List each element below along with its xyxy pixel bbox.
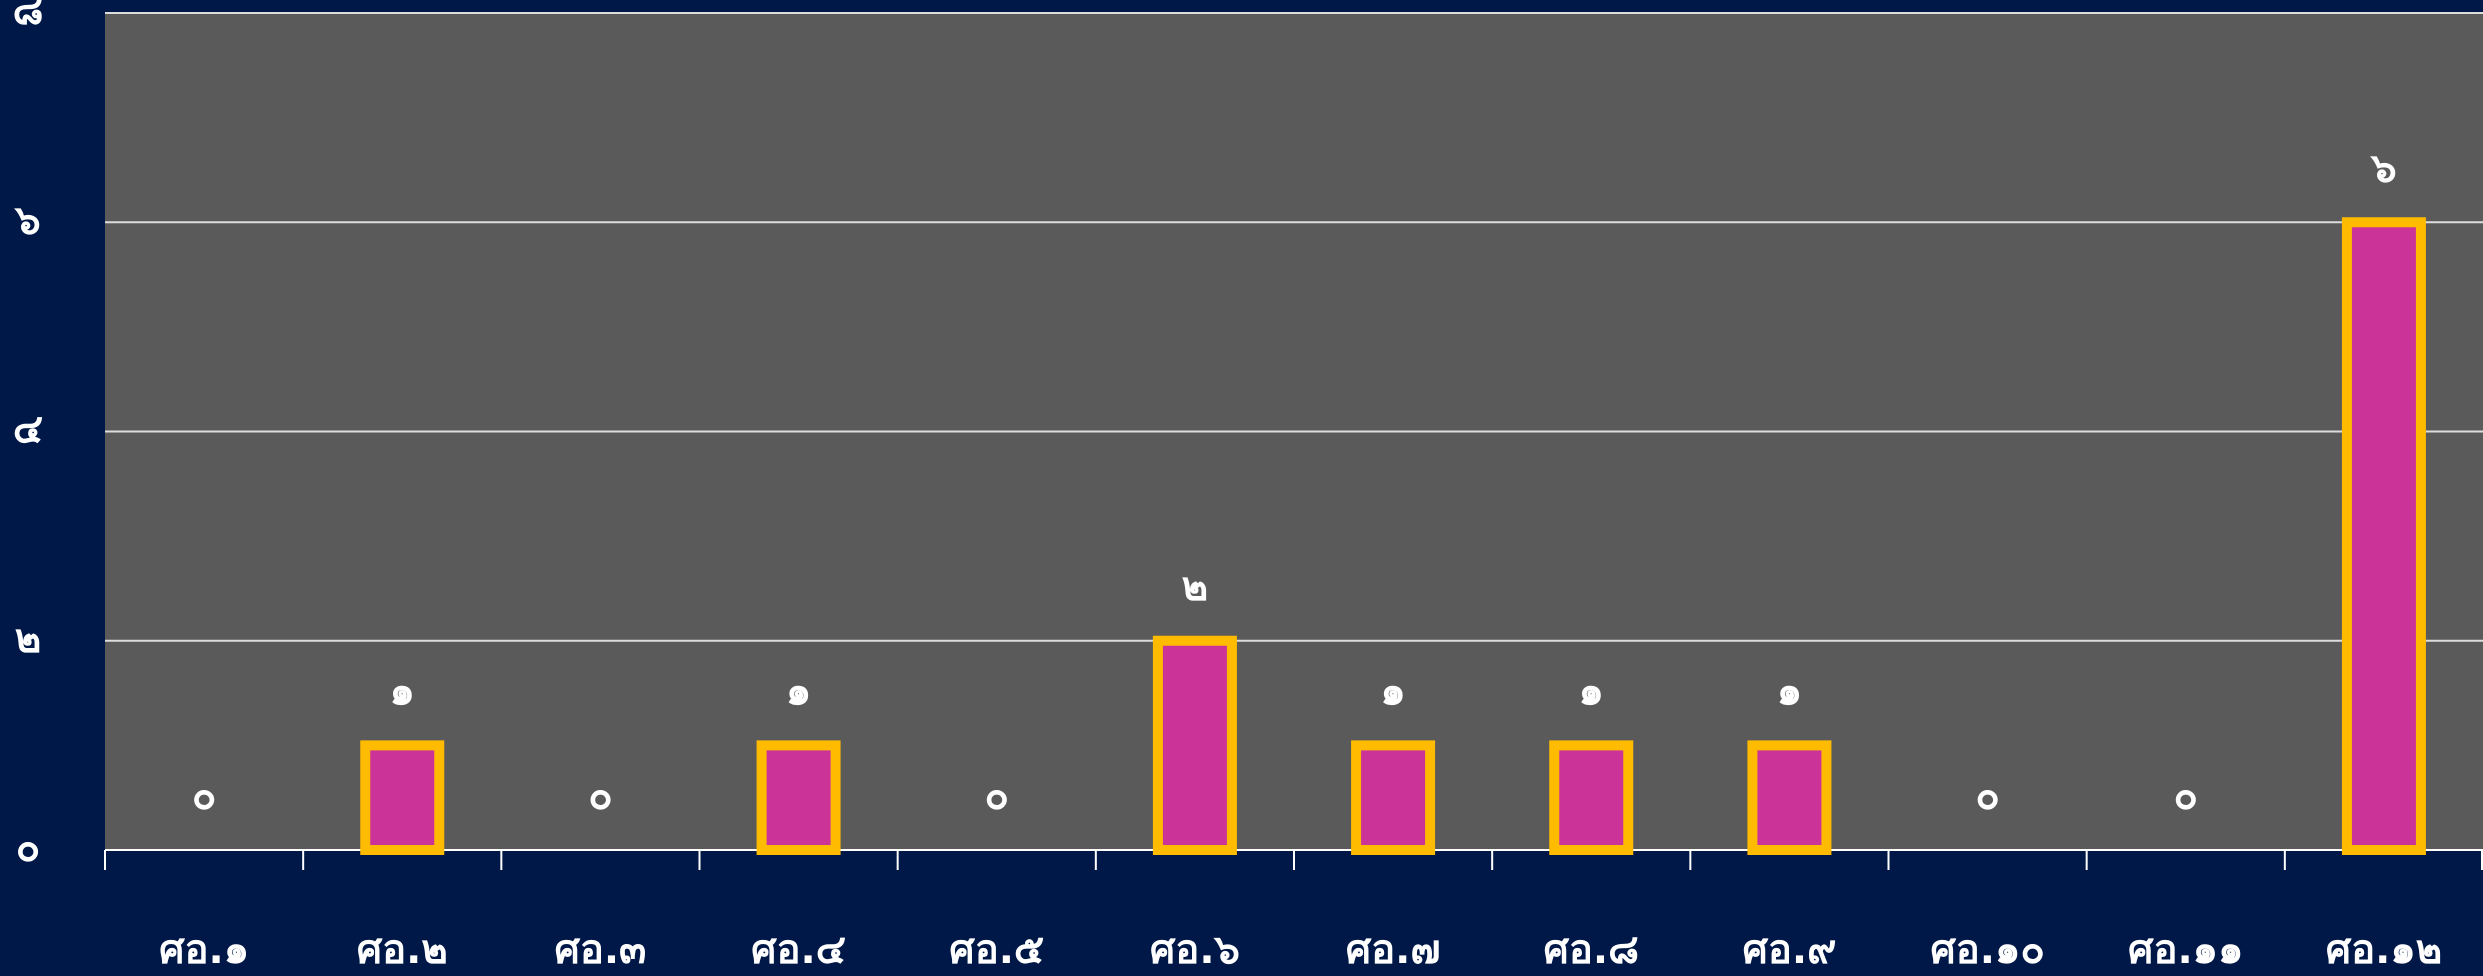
x-tick-label: ศอ.๗ [1346,927,1441,973]
data-label: ๑ [1777,668,1802,714]
x-tick-label: ศอ.๔ [751,927,846,973]
data-label: ๑ [786,668,811,714]
x-tick-label: ศอ.๑๒ [2326,927,2442,973]
bar [1152,635,1237,855]
y-tick-label: ๔ [13,407,43,453]
x-tick-label: ศอ.๕ [949,927,1044,973]
bar [1549,740,1634,855]
y-tick-label: ๐ [16,825,40,871]
data-label: ๒ [1182,564,1208,610]
x-tick-label: ศอ.๒ [357,927,448,973]
bar [1747,740,1832,855]
x-tick-label: ศอ.๑ [159,927,249,973]
x-tick-label: ศอ.๑๐ [1930,927,2044,973]
data-label: ๑ [1579,668,1604,714]
data-label: ๐ [588,773,612,819]
x-tick-label: ศอ.๙ [1742,927,1836,973]
bar [1351,740,1436,855]
data-label: ๐ [1975,773,1999,819]
x-tick-label: ศอ.๑๑ [2128,927,2243,973]
x-tick-label: ศอ.๓ [554,927,646,973]
y-tick-label: ๖ [13,197,40,243]
y-tick-label: ๒ [15,616,41,662]
bar [756,740,841,855]
data-label: ๖ [2369,145,2396,191]
x-tick-label: ศอ.๘ [1544,927,1639,973]
y-tick-label: ๘ [13,0,44,34]
x-tick-label: ศอ.๖ [1150,927,1240,973]
bar [2341,217,2426,855]
data-label: ๑ [390,668,415,714]
data-label: ๐ [192,773,216,819]
data-label: ๐ [985,773,1009,819]
data-label: ๐ [2174,773,2198,819]
data-label: ๑ [1380,668,1405,714]
bar [360,740,445,855]
